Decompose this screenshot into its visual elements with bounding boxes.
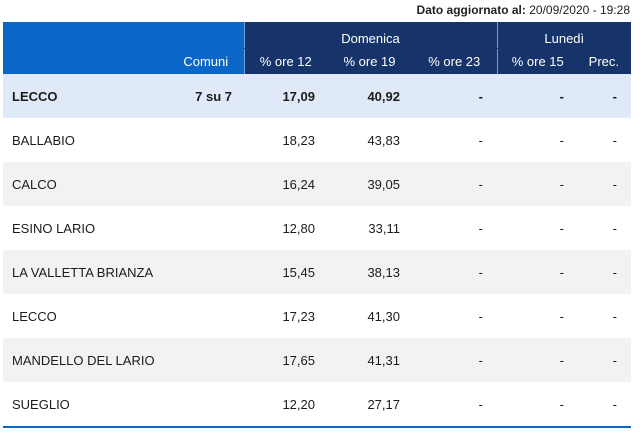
row-ore15: -	[497, 382, 578, 428]
header-comuni[interactable]: Comuni	[168, 48, 244, 74]
table-row[interactable]: CALCO 16,24 39,05 - - -	[3, 162, 632, 206]
table-row[interactable]: MANDELLO DEL LARIO 17,65 41,31 - - -	[3, 338, 632, 382]
row-name[interactable]: SUEGLIO	[3, 382, 168, 428]
row-ore23: -	[412, 206, 497, 250]
table-row[interactable]: SUEGLIO 12,20 27,17 - - -	[3, 382, 632, 428]
row-ore12: 16,24	[244, 162, 327, 206]
row-ore19: 40,92	[327, 74, 412, 118]
row-ore19: 27,17	[327, 382, 412, 428]
row-ore19: 43,83	[327, 118, 412, 162]
row-ore12: 18,23	[244, 118, 327, 162]
header-group-monday: Lunedì	[496, 22, 632, 49]
row-comuni	[168, 250, 244, 294]
row-ore23: -	[412, 382, 497, 428]
row-comuni: 7 su 7	[168, 74, 244, 118]
header-ore12[interactable]: % ore 12	[243, 48, 327, 74]
row-prec: -	[578, 294, 632, 338]
table-row[interactable]: LECCO 17,23 41,30 - - -	[3, 294, 632, 338]
row-ore15: -	[497, 294, 578, 338]
row-ore23: -	[412, 118, 497, 162]
row-name[interactable]: CALCO	[3, 162, 168, 206]
header-ore15[interactable]: % ore 15	[496, 48, 578, 74]
row-prec: -	[578, 74, 632, 118]
row-comuni	[168, 206, 244, 250]
row-ore12: 12,80	[244, 206, 327, 250]
row-ore15: -	[497, 338, 578, 382]
row-ore15: -	[497, 250, 578, 294]
row-comuni	[168, 294, 244, 338]
last-updated-value: 20/09/2020 - 19:28	[529, 3, 630, 17]
last-updated-label: Dato aggiornato al:	[416, 3, 526, 17]
row-ore19: 38,13	[327, 250, 412, 294]
header-prec[interactable]: Prec.	[578, 48, 632, 74]
row-ore12: 17,09	[244, 74, 327, 118]
turnout-table: Domenica Lunedì Comuni % ore 12 % ore 19…	[3, 22, 632, 428]
row-comuni	[168, 338, 244, 382]
header-ore19[interactable]: % ore 19	[327, 48, 412, 74]
row-name[interactable]: LA VALLETTA BRIANZA	[3, 250, 168, 294]
row-ore12: 12,20	[244, 382, 327, 428]
row-comuni	[168, 118, 244, 162]
row-ore23: -	[412, 338, 497, 382]
row-name[interactable]: MANDELLO DEL LARIO	[3, 338, 168, 382]
row-ore19: 39,05	[327, 162, 412, 206]
row-ore19: 41,31	[327, 338, 412, 382]
row-comuni	[168, 162, 244, 206]
row-prec: -	[578, 338, 632, 382]
header-group-sunday: Domenica	[243, 22, 497, 49]
row-ore15: -	[497, 162, 578, 206]
row-prec: -	[578, 206, 632, 250]
row-prec: -	[578, 162, 632, 206]
row-ore15: -	[497, 118, 578, 162]
row-name[interactable]: BALLABIO	[3, 118, 168, 162]
row-name[interactable]: LECCO	[3, 294, 168, 338]
row-prec: -	[578, 250, 632, 294]
table-row[interactable]: LA VALLETTA BRIANZA 15,45 38,13 - - -	[3, 250, 632, 294]
row-name[interactable]: ESINO LARIO	[3, 206, 168, 250]
row-ore23: -	[412, 162, 497, 206]
row-ore19: 41,30	[327, 294, 412, 338]
header-blank-comuni	[168, 22, 244, 49]
row-comuni	[168, 382, 244, 428]
header-blank	[3, 22, 168, 49]
row-ore23: -	[412, 250, 497, 294]
row-prec: -	[578, 382, 632, 428]
table-row-total: LECCO 7 su 7 17,09 40,92 - - -	[3, 74, 632, 118]
row-ore12: 17,23	[244, 294, 327, 338]
row-ore12: 17,65	[244, 338, 327, 382]
row-name: LECCO	[3, 74, 168, 118]
row-ore15: -	[497, 74, 578, 118]
header-name-col	[3, 48, 168, 74]
row-ore23: -	[412, 74, 497, 118]
row-ore15: -	[497, 206, 578, 250]
table-row[interactable]: ESINO LARIO 12,80 33,11 - - -	[3, 206, 632, 250]
row-ore23: -	[412, 294, 497, 338]
last-updated: Dato aggiornato al: 20/09/2020 - 19:28	[417, 3, 630, 17]
row-ore19: 33,11	[327, 206, 412, 250]
table-row[interactable]: BALLABIO 18,23 43,83 - - -	[3, 118, 632, 162]
header-ore23[interactable]: % ore 23	[412, 48, 497, 74]
row-prec: -	[578, 118, 632, 162]
row-ore12: 15,45	[244, 250, 327, 294]
